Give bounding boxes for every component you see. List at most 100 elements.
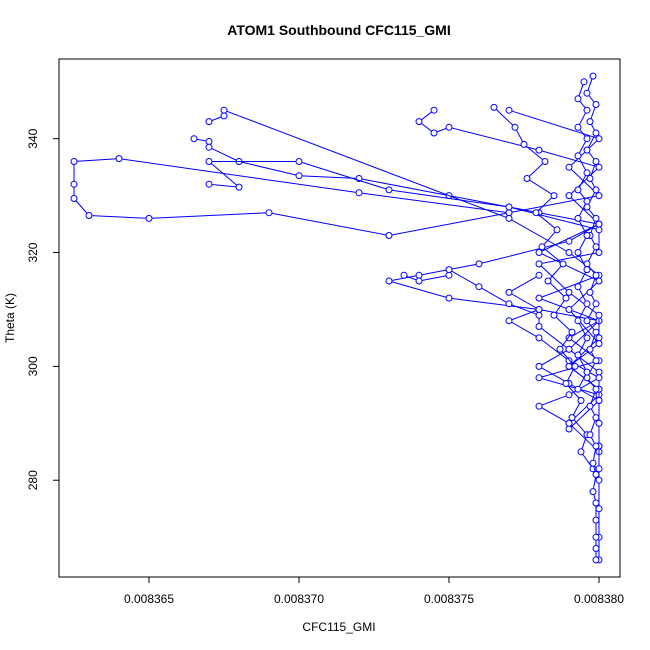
data-point [586, 175, 594, 182]
series-10 [574, 78, 591, 393]
data-point [595, 220, 603, 228]
data-point [592, 385, 600, 393]
data-point [583, 368, 591, 376]
data-point [592, 471, 600, 478]
data-point [583, 197, 591, 205]
data-point [520, 140, 528, 148]
data-point [535, 362, 543, 370]
data-point [205, 138, 213, 145]
series-7 [505, 271, 603, 427]
data-point [595, 249, 603, 256]
x-tick-label: 0.008370 [274, 592, 324, 606]
data-point [577, 448, 585, 456]
data-point [565, 357, 573, 365]
data-point [595, 505, 603, 513]
series-6 [400, 266, 603, 473]
data-point [562, 294, 570, 302]
data-point [592, 556, 600, 564]
data-point [70, 195, 78, 202]
data-point [592, 533, 600, 541]
data-point [595, 334, 603, 342]
data-point [577, 397, 585, 404]
data-point [565, 192, 573, 200]
data-point [583, 89, 591, 97]
data-point [550, 192, 558, 200]
data-point [574, 249, 582, 256]
series-8 [490, 103, 597, 473]
data-point [592, 499, 600, 507]
data-point [505, 203, 513, 211]
data-point [205, 118, 213, 126]
data-point [505, 106, 513, 114]
data-point [565, 362, 573, 370]
data-point [595, 465, 603, 473]
data-point [295, 172, 303, 180]
series-line [493, 107, 594, 470]
series-2 [190, 135, 603, 564]
data-point [592, 357, 600, 365]
series-4 [205, 158, 603, 393]
data-point [565, 425, 573, 433]
data-point [574, 95, 582, 103]
data-point [595, 192, 603, 200]
series-line [207, 161, 600, 390]
data-point [586, 118, 594, 126]
x-tick-label: 0.008365 [124, 592, 174, 606]
data-point [583, 106, 591, 114]
data-point [589, 459, 597, 467]
data-point [220, 112, 228, 120]
data-point [592, 129, 600, 137]
data-point [544, 277, 552, 285]
series-line [193, 138, 601, 560]
data-point [190, 135, 198, 143]
data-point [505, 300, 513, 308]
data-point [535, 306, 543, 313]
data-point [535, 249, 543, 256]
data-point [115, 155, 123, 163]
data-point [565, 419, 573, 427]
data-point [430, 106, 438, 114]
data-point [583, 317, 591, 325]
data-point [595, 311, 603, 319]
data-point [532, 209, 540, 217]
data-point [583, 334, 591, 342]
y-tick-label: 340 [26, 128, 40, 148]
data-point [592, 186, 600, 194]
x-tick-label: 0.008375 [424, 592, 474, 606]
data-point [556, 345, 564, 353]
data-point [595, 163, 603, 171]
data-point [589, 488, 597, 496]
data-point [565, 391, 573, 399]
data-point [574, 283, 582, 291]
data-point [523, 175, 531, 182]
data-point [535, 374, 543, 382]
data-point [295, 158, 303, 165]
data-point [220, 106, 228, 114]
data-point [565, 249, 573, 256]
data-point [385, 186, 393, 194]
data-point [592, 414, 600, 422]
data-point [445, 123, 453, 131]
data-point [592, 101, 600, 108]
data-point [568, 414, 576, 422]
data-point [505, 317, 513, 325]
data-point [565, 163, 573, 171]
series-1 [70, 106, 603, 239]
data-point [505, 288, 513, 296]
data-point [574, 152, 582, 160]
data-point [583, 135, 591, 143]
data-point [574, 123, 582, 131]
data-point [574, 214, 582, 222]
data-point [205, 158, 213, 165]
data-point [445, 294, 453, 302]
chart-title: ATOM1 Southbound CFC115_GMI [227, 22, 451, 38]
data-point [592, 271, 600, 279]
data-point [415, 277, 423, 285]
data-point [511, 123, 519, 131]
data-point [415, 118, 423, 126]
data-point [565, 306, 573, 313]
data-point [535, 402, 543, 410]
series-3 [205, 106, 603, 433]
data-point [595, 277, 603, 285]
